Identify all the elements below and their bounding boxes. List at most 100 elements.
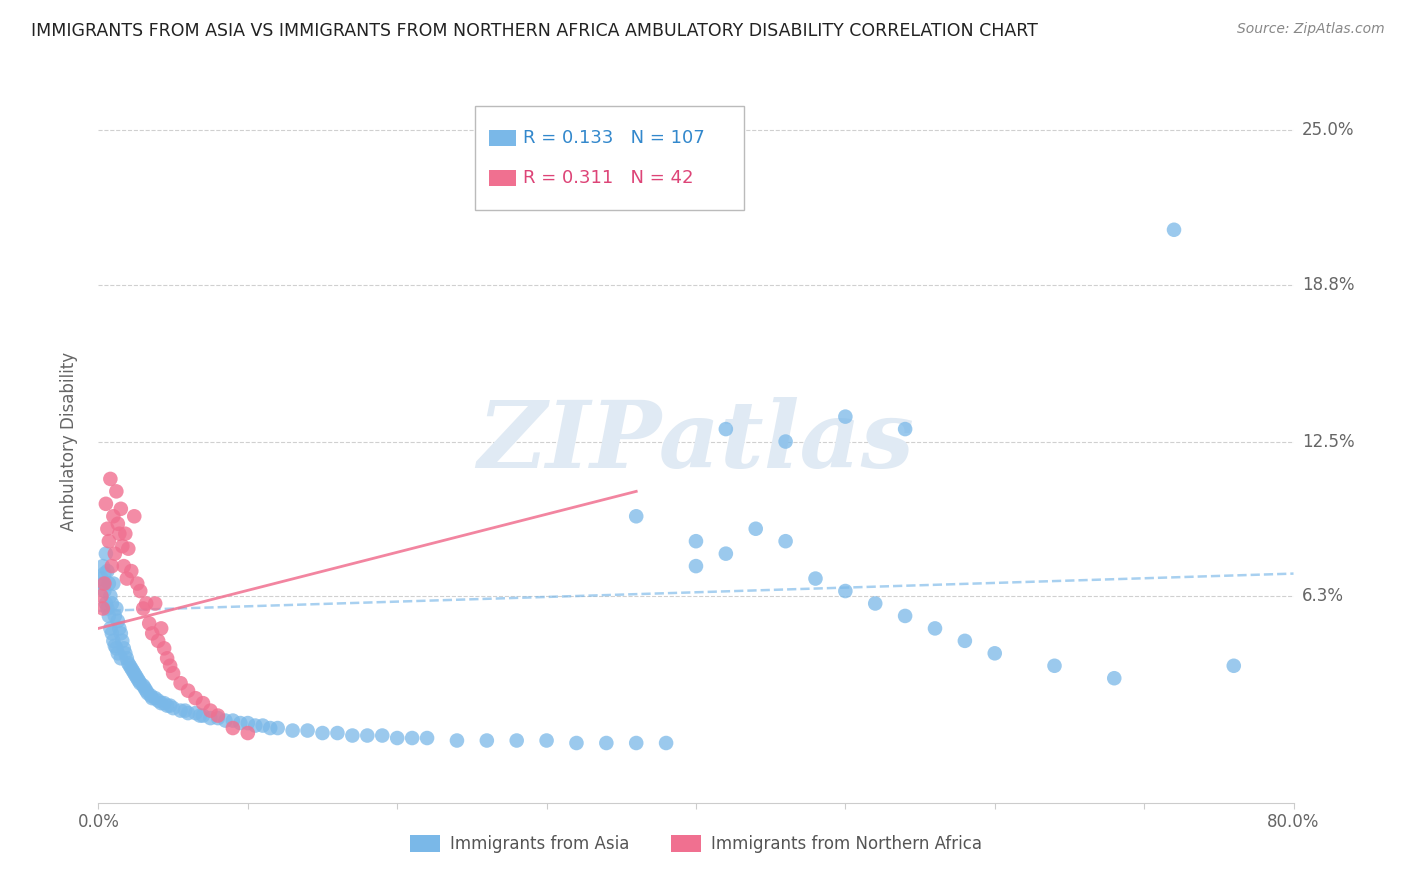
Point	[177, 706, 200, 720]
Point	[129, 676, 152, 690]
Point	[104, 639, 127, 653]
Point	[139, 689, 162, 703]
Point	[108, 526, 131, 541]
Point	[685, 559, 707, 574]
Point	[252, 718, 274, 732]
Point	[101, 597, 124, 611]
Y-axis label: Ambulatory Disability: Ambulatory Disability	[59, 352, 77, 531]
Point	[356, 729, 378, 743]
Point	[114, 526, 136, 541]
Point	[156, 651, 179, 665]
Point	[169, 676, 191, 690]
Point	[120, 661, 142, 675]
Text: 6.3%: 6.3%	[1302, 587, 1344, 605]
Point	[177, 683, 200, 698]
Point	[148, 693, 170, 707]
Point	[207, 711, 229, 725]
Point	[120, 564, 142, 578]
Point	[159, 658, 181, 673]
Point	[714, 422, 737, 436]
Point	[894, 422, 917, 436]
Point	[101, 559, 124, 574]
Point	[98, 621, 122, 635]
Point	[94, 547, 117, 561]
Point	[156, 698, 179, 713]
Legend: Immigrants from Asia, Immigrants from Northern Africa: Immigrants from Asia, Immigrants from No…	[404, 828, 988, 860]
Point	[143, 691, 166, 706]
Point	[93, 584, 115, 599]
Text: 12.5%: 12.5%	[1302, 433, 1354, 450]
Point	[91, 601, 114, 615]
Point	[108, 621, 131, 635]
Point	[153, 641, 176, 656]
Point	[136, 686, 159, 700]
Text: ZIPatlas: ZIPatlas	[478, 397, 914, 486]
Point	[162, 666, 184, 681]
Point	[229, 716, 252, 731]
Point	[103, 509, 125, 524]
Point	[685, 534, 707, 549]
Point	[385, 731, 409, 745]
Point	[159, 698, 181, 713]
Point	[342, 729, 364, 743]
Point	[117, 657, 139, 671]
Point	[112, 559, 135, 574]
Point	[626, 509, 648, 524]
Point	[153, 696, 176, 710]
Point	[103, 576, 125, 591]
Point	[103, 633, 125, 648]
Point	[259, 721, 281, 735]
Point	[135, 597, 157, 611]
Point	[775, 534, 797, 549]
Point	[94, 597, 117, 611]
Point	[281, 723, 304, 738]
Point	[104, 609, 127, 624]
Point	[1043, 658, 1066, 673]
Point	[371, 729, 394, 743]
Point	[222, 714, 245, 728]
Point	[97, 609, 120, 624]
Point	[834, 584, 856, 599]
Point	[96, 522, 118, 536]
Point	[222, 721, 245, 735]
Point	[93, 566, 115, 581]
Point	[626, 736, 648, 750]
Point	[141, 691, 163, 706]
Point	[236, 726, 259, 740]
Point	[105, 484, 128, 499]
Point	[834, 409, 856, 424]
Text: 18.8%: 18.8%	[1302, 276, 1354, 293]
Point	[804, 572, 827, 586]
Point	[150, 621, 173, 635]
Point	[1223, 658, 1246, 673]
Point	[121, 664, 143, 678]
Point	[111, 539, 134, 553]
Point	[953, 633, 976, 648]
Point	[110, 651, 132, 665]
Point	[865, 597, 887, 611]
FancyBboxPatch shape	[489, 130, 516, 146]
Point	[446, 733, 468, 747]
Point	[110, 501, 132, 516]
Point	[107, 516, 129, 531]
Point	[207, 708, 229, 723]
Point	[101, 626, 124, 640]
Point	[105, 641, 128, 656]
Point	[506, 733, 529, 747]
Point	[143, 597, 166, 611]
FancyBboxPatch shape	[475, 105, 744, 211]
Point	[775, 434, 797, 449]
Point	[188, 708, 211, 723]
Text: R = 0.133   N = 107: R = 0.133 N = 107	[523, 129, 704, 147]
Point	[98, 472, 122, 486]
Point	[117, 541, 139, 556]
Point	[297, 723, 319, 738]
Point	[97, 534, 120, 549]
Point	[169, 704, 191, 718]
Point	[745, 522, 768, 536]
Point	[107, 646, 129, 660]
Point	[1163, 223, 1185, 237]
Point	[267, 721, 290, 735]
Point	[924, 621, 946, 635]
Point	[191, 708, 214, 723]
